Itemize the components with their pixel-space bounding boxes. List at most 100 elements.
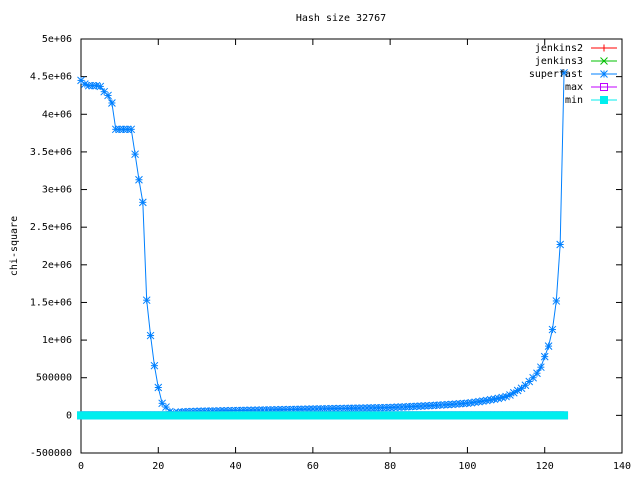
marker [154,383,163,392]
y-tick-label: 3e+06 [42,185,72,196]
marker-stroke [560,69,568,77]
marker-stroke [119,125,128,134]
marker-stroke [552,297,561,305]
y-tick-label: 1e+06 [42,335,72,346]
marker [600,96,608,104]
y-tick-label: 1.5e+06 [30,297,72,308]
marker [355,404,364,412]
marker-stroke [600,57,608,65]
marker [123,125,132,134]
marker [96,82,105,91]
marker [548,325,557,334]
marker [600,44,608,52]
marker-stroke [162,403,170,411]
x-tick-label: 40 [230,461,242,472]
marker-stroke [108,99,116,107]
marker-stroke [96,82,105,91]
y-tick-label: 500000 [36,373,72,384]
marker [560,69,568,77]
marker [536,363,545,372]
marker [111,125,120,134]
y-tick-label: -500000 [30,448,72,459]
marker [544,342,553,350]
marker-box [560,411,569,420]
marker [556,240,565,249]
marker-stroke [312,405,321,413]
marker [552,297,561,305]
marker-stroke [158,399,167,408]
marker-stroke [111,125,120,134]
marker-stroke [138,198,147,207]
marker-box [600,83,608,91]
marker-stroke [320,404,329,413]
x-tick-label: 100 [458,461,476,472]
x-tick-label: 20 [152,461,164,472]
marker-stroke [536,363,545,372]
marker [88,81,97,90]
y-tick-label: 4.5e+06 [30,72,72,83]
marker [135,175,143,184]
marker [162,403,170,411]
marker-box [600,96,608,104]
marker-stroke [363,404,371,412]
marker-stroke [150,361,159,370]
marker [127,125,136,134]
marker [138,198,147,207]
legend-label: superfast [529,69,583,80]
marker-stroke [81,80,89,89]
marker-stroke [378,403,387,412]
marker-stroke [92,81,101,90]
y-tick-label: 4e+06 [42,109,72,120]
legend-label: jenkins2 [535,43,583,54]
marker [533,369,541,378]
marker [142,296,151,305]
marker-stroke [370,403,379,412]
marker-stroke [77,76,85,85]
marker-stroke [517,384,526,393]
marker-stroke [533,369,541,378]
marker-stroke [115,125,124,134]
marker [84,81,93,90]
marker [347,404,356,413]
y-tick-label: 5e+06 [42,34,72,45]
marker [600,57,608,65]
marker-stroke [347,404,356,413]
y-tick-label: 2e+06 [42,260,72,271]
marker [131,150,139,159]
marker [517,384,526,393]
legend-label: jenkins3 [535,56,583,67]
marker [146,331,155,340]
marker-stroke [336,404,344,413]
marker-stroke [351,404,360,413]
marker [560,411,569,420]
y-tick-label: 3.5e+06 [30,147,72,158]
plot-frame [80,38,623,454]
marker-stroke [131,150,139,159]
y-tick-label: 0 [66,410,72,421]
legend-label: max [565,82,583,93]
chart-title: Hash size 32767 [296,13,386,24]
marker [363,404,371,412]
marker-stroke [104,91,112,100]
marker-stroke [88,81,97,90]
marker [540,352,549,361]
marker-stroke [84,81,93,90]
marker-stroke [540,352,549,361]
marker [115,125,124,134]
marker-stroke [600,70,608,78]
marker-stroke [328,404,337,413]
marker-stroke [374,403,383,412]
legend: jenkins2 jenkins3 superfast max min [529,43,617,106]
marker-stroke [548,325,557,334]
y-tick-label: 2.5e+06 [30,222,72,233]
marker [421,402,429,410]
marker-stroke [135,175,143,184]
marker-stroke [343,404,352,413]
marker-stroke [127,125,136,134]
x-tick-label: 80 [384,461,396,472]
marker-stroke [316,405,325,413]
marker [600,83,608,91]
marker-stroke [382,403,391,412]
marker-stroke [544,342,553,350]
